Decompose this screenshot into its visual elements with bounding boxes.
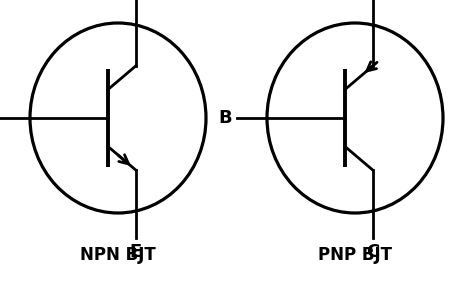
Text: E: E <box>130 243 142 261</box>
Text: B: B <box>219 109 232 127</box>
Text: C: C <box>366 243 380 261</box>
Text: PNP BJT: PNP BJT <box>318 246 392 264</box>
Text: NPN BJT: NPN BJT <box>80 246 156 264</box>
